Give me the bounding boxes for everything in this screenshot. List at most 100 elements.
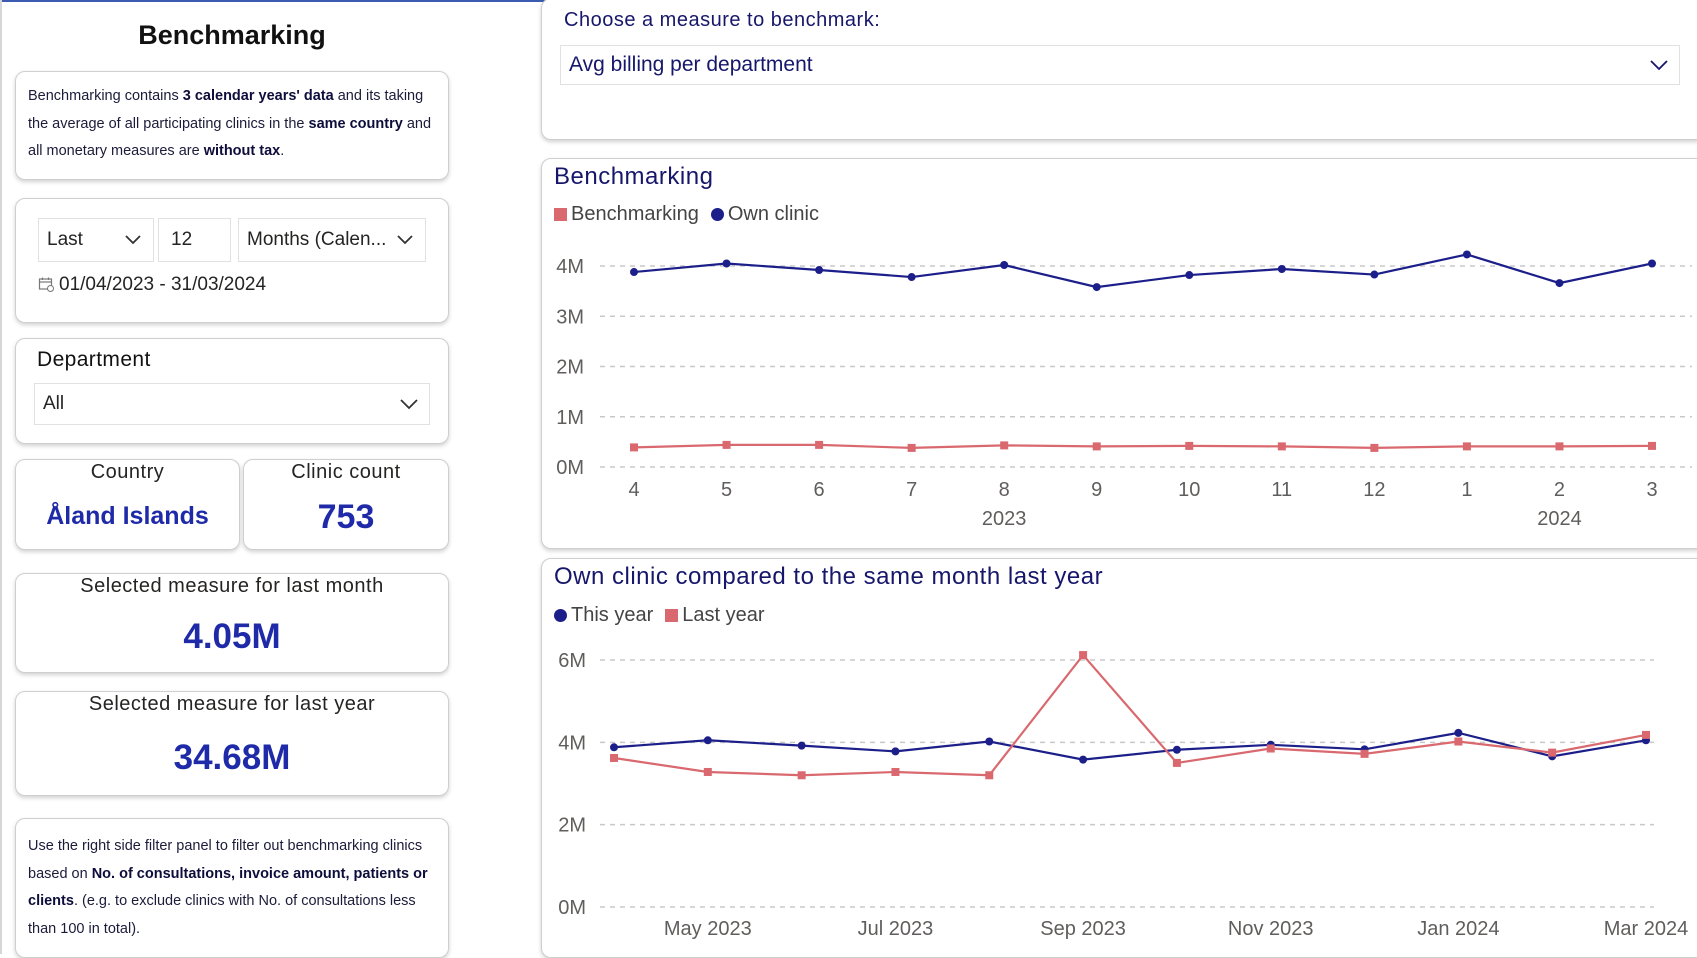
chart-1-x-tick: 8 xyxy=(999,479,1010,501)
chart-1-point xyxy=(1648,259,1656,268)
legend-benchmarking[interactable]: Benchmarking xyxy=(571,203,699,225)
chart-2-point xyxy=(610,753,618,762)
chart-2-x-tick: Jul 2023 xyxy=(858,918,934,940)
last-year-value: 34.68M xyxy=(173,738,291,777)
chevron-down-icon xyxy=(400,399,418,410)
department-select[interactable]: All xyxy=(34,383,430,425)
chart-2-y-tick: 4M xyxy=(558,732,586,754)
note-card: Use the right side filter panel to filte… xyxy=(15,818,449,958)
legend-this-year[interactable]: This year xyxy=(571,604,654,626)
last-month-value: 4.05M xyxy=(183,617,281,656)
legend-last-year[interactable]: Last year xyxy=(682,604,765,626)
department-card: Department All xyxy=(15,338,449,444)
chart-2-point xyxy=(1360,749,1369,758)
chart-2-x-tick: Jan 2024 xyxy=(1417,918,1499,940)
chart-1-y-tick: 3M xyxy=(556,306,584,328)
chart-1-x-tick: 3 xyxy=(1646,479,1657,501)
chart-1-point xyxy=(1185,441,1194,450)
chart-2-point xyxy=(1642,730,1650,739)
chart-1-x-group-label: 2023 xyxy=(982,508,1027,530)
chart-1-point xyxy=(815,440,824,449)
chart-2-y-tick: 0M xyxy=(558,897,586,919)
chart-1-x-tick: 6 xyxy=(814,479,825,501)
chart-1-point xyxy=(1555,442,1564,451)
chart-2-point xyxy=(1266,744,1275,753)
left-border-line xyxy=(0,0,2,954)
relative-unit-value: Months (Calen... xyxy=(247,229,387,250)
chart-1-x-tick: 11 xyxy=(1271,479,1292,501)
legend-square-icon xyxy=(554,208,567,221)
chart-1-legend: Benchmarking Own clinic xyxy=(554,203,819,226)
measure-label: Choose a measure to benchmark: xyxy=(564,9,881,31)
chart-2-y-tick: 2M xyxy=(558,815,586,837)
chart-2-series-1-line xyxy=(613,653,1647,777)
relative-count-value: 12 xyxy=(171,229,193,250)
chart-1-point xyxy=(1277,442,1286,451)
chart-1-x-tick: 12 xyxy=(1363,479,1385,501)
relative-unit-select[interactable]: Months (Calen... xyxy=(238,218,426,262)
chart-1-point xyxy=(1000,260,1009,269)
chevron-down-icon xyxy=(397,235,413,245)
clinic-count-label: Clinic count xyxy=(291,461,401,483)
chart-1-point xyxy=(722,440,731,449)
chart-1-x-tick: 10 xyxy=(1178,479,1200,501)
chart-2-point xyxy=(1172,745,1181,754)
country-value: Åland Islands xyxy=(46,502,209,530)
chart-2-point xyxy=(891,767,900,776)
legend-square-icon xyxy=(665,609,679,622)
chart-1-series-1-line xyxy=(633,253,1653,289)
page-title: Benchmarking xyxy=(138,20,326,50)
chart-1-point xyxy=(1277,265,1286,274)
chart-2-point xyxy=(797,771,806,780)
chart-1-point xyxy=(1370,270,1379,279)
benchmarking-chart-card: Benchmarking Benchmarking Own clinic 0M 1… xyxy=(541,158,1697,549)
last-month-card: Selected measure for last month 4.05M xyxy=(15,573,449,673)
chart-2-y-tick: 6M xyxy=(558,650,586,672)
legend-dot-icon xyxy=(554,609,567,622)
chart-2-point xyxy=(1079,755,1088,764)
chart-2-x-tick: Nov 2023 xyxy=(1228,918,1314,940)
chart-2-series-0-line xyxy=(613,731,1647,761)
info-card: Benchmarking contains 3 calendar years' … xyxy=(15,71,449,180)
chart-2-title: Own clinic compared to the same month la… xyxy=(554,563,1104,590)
legend-dot-icon xyxy=(710,208,724,221)
measure-select[interactable]: Avg billing per department xyxy=(560,45,1680,85)
chart-1-point xyxy=(1092,442,1101,451)
chart-1-point xyxy=(907,443,916,452)
chart-2-point xyxy=(1079,651,1088,660)
clinic-count-card: Clinic count 753 xyxy=(243,459,449,550)
department-value: All xyxy=(43,393,65,414)
chart-2-point xyxy=(985,737,994,746)
chart-2-plot[interactable]: 0M 2M 4M 6M May 2023 Jul 2023 Sep 2023 Nov 2023… xyxy=(542,559,1697,955)
relative-mode-select[interactable]: Last xyxy=(38,218,154,262)
chart-2-point xyxy=(1172,758,1181,767)
chart-2-x-tick: Sep 2023 xyxy=(1040,918,1126,940)
country-card: Country Åland Islands xyxy=(15,459,240,550)
chart-1-y-tick: 2M xyxy=(556,357,584,379)
chart-2-legend: This year Last year xyxy=(554,604,765,627)
measure-value: Avg billing per department xyxy=(569,53,813,76)
chart-1-x-tick: 7 xyxy=(906,479,917,501)
chart-2-x-tick: Mar 2024 xyxy=(1604,918,1689,940)
calendar-icon xyxy=(38,277,54,292)
chart-2-point xyxy=(1454,728,1463,737)
chart-1-point xyxy=(815,266,824,275)
chart-1-x-tick: 5 xyxy=(721,479,732,501)
country-label: Country xyxy=(90,461,165,483)
chart-2-point xyxy=(891,747,900,756)
chart-1-point xyxy=(630,268,638,277)
chart-1-x-tick: 4 xyxy=(628,479,639,501)
legend-own-clinic[interactable]: Own clinic xyxy=(727,203,819,225)
chart-2-point xyxy=(610,743,618,752)
chart-1-point xyxy=(1185,271,1194,280)
chevron-down-icon xyxy=(125,235,141,245)
chart-1-point xyxy=(1092,283,1101,292)
chart-2-point xyxy=(703,767,712,776)
chart-1-title: Benchmarking xyxy=(554,163,714,190)
relative-count-input[interactable]: 12 xyxy=(158,218,231,262)
chart-2-point xyxy=(797,741,806,750)
chart-1-x-group-label: 2024 xyxy=(1537,508,1582,530)
chart-2-point xyxy=(1454,737,1463,746)
chart-2-x-tick: May 2023 xyxy=(664,918,752,940)
